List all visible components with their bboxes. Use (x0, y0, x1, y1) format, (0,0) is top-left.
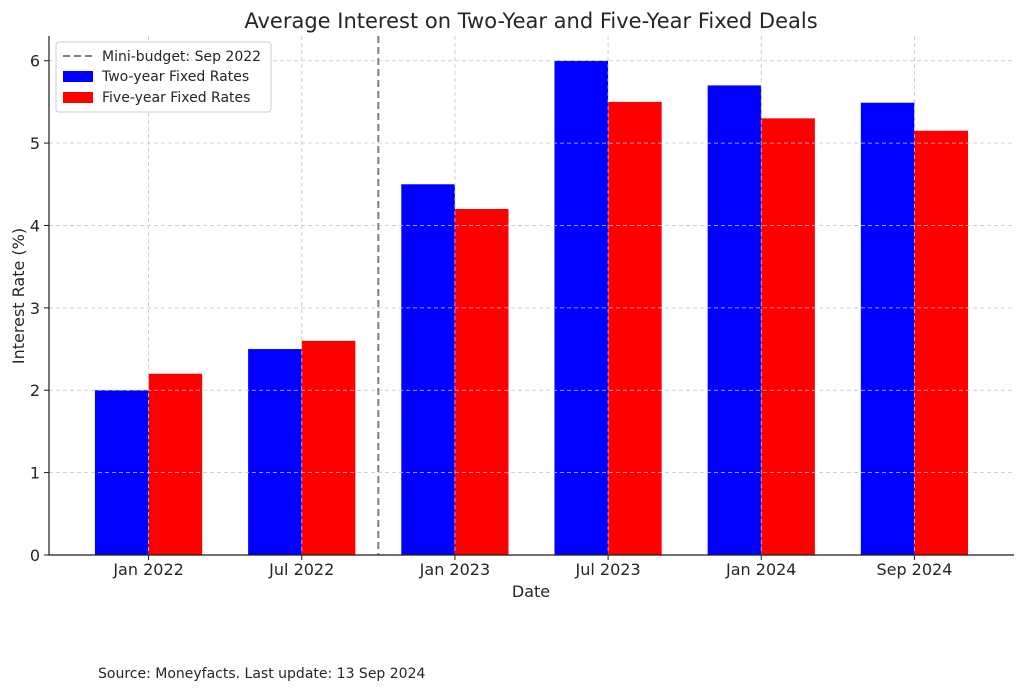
bar-two-year (401, 184, 455, 556)
y-tick-label: 5 (30, 134, 40, 153)
bar-two-year (860, 102, 915, 555)
x-tick-label: Jan 2024 (725, 560, 796, 579)
bar-five-year (761, 118, 815, 555)
ticks: 0 1 2 3 4 5 6 Jan 2022 Jul 2022 Jan 2023 Jul 2023 J… (30, 52, 953, 579)
bar-five-year (914, 130, 969, 555)
y-tick-label: 3 (30, 299, 40, 318)
axes (48, 36, 1014, 556)
y-tick-label: 6 (30, 52, 40, 71)
bars (49, 36, 1014, 556)
x-tick-label: Jul 2022 (268, 560, 334, 579)
legend-box (55, 41, 272, 113)
x-axis-label: Date (512, 582, 550, 601)
y-tick-label: 0 (30, 546, 40, 565)
bar-five-year (608, 101, 662, 556)
x-tick-label: Jan 2023 (419, 560, 490, 579)
chart-title: Average Interest on Two-Year and Five-Ye… (244, 9, 817, 33)
bar-five-year (301, 340, 356, 555)
y-tick-label: 2 (30, 381, 40, 400)
bar-two-year (248, 349, 302, 555)
legend-label-five-year: Five-year Fixed Rates (102, 90, 250, 106)
y-axis-label: Interest Rate (%) (9, 228, 28, 364)
x-tick-label: Sep 2024 (876, 560, 952, 579)
legend-swatch-five-year (63, 92, 93, 103)
y-tick-label: 1 (30, 464, 40, 483)
bar-five-year (148, 373, 203, 555)
y-tick-label: 4 (30, 216, 40, 235)
bar-two-year (707, 85, 762, 555)
legend-label-mini-budget: Mini-budget: Sep 2022 (102, 49, 261, 65)
legend-swatch-two-year (63, 71, 93, 82)
legend-label-two-year: Two-year Fixed Rates (101, 69, 249, 85)
source-note: Source: Moneyfacts. Last update: 13 Sep … (98, 666, 425, 682)
legend: Mini-budget: Sep 2022 Two-year Fixed Rate… (55, 41, 272, 113)
x-tick-label: Jul 2023 (575, 560, 641, 579)
x-tick-label: Jan 2022 (112, 560, 183, 579)
bar-five-year (454, 209, 509, 555)
